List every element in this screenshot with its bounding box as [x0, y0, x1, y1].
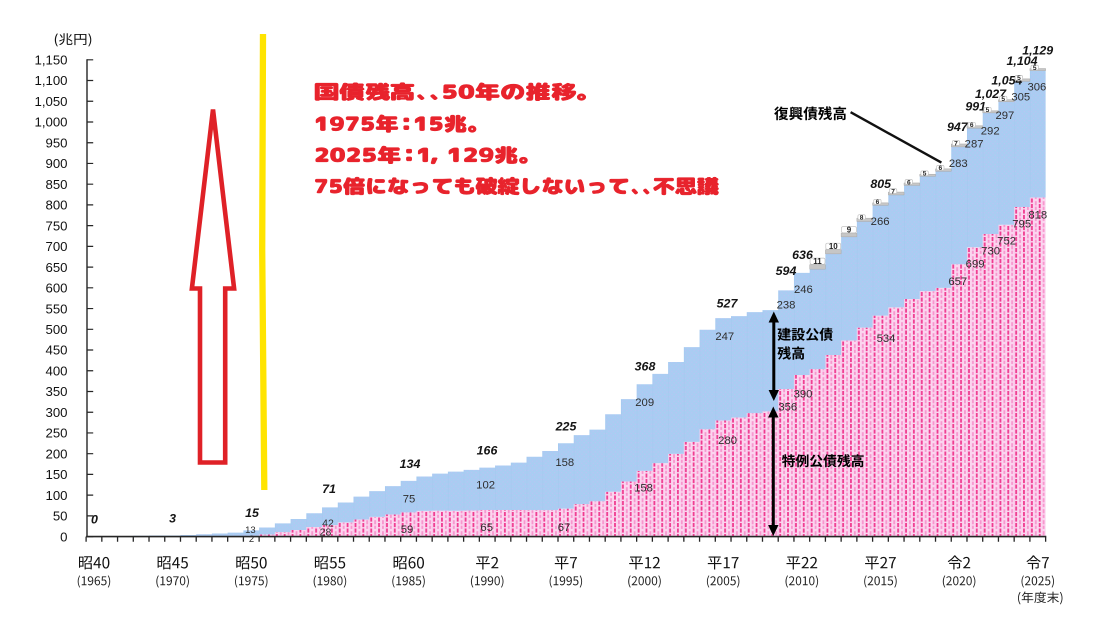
svg-text:3: 3: [169, 512, 176, 526]
svg-text:9: 9: [847, 226, 852, 235]
svg-text:42: 42: [322, 517, 334, 529]
svg-text:1,104: 1,104: [1006, 54, 1037, 68]
svg-text:534: 534: [877, 333, 896, 345]
svg-text:71: 71: [322, 482, 336, 496]
svg-text:1,027: 1,027: [975, 87, 1007, 101]
svg-text:368: 368: [635, 359, 656, 373]
svg-text:450: 450: [45, 343, 67, 358]
svg-text:356: 356: [778, 402, 797, 414]
svg-text:7: 7: [954, 140, 958, 147]
svg-text:28: 28: [320, 526, 332, 538]
svg-text:11: 11: [813, 257, 822, 266]
svg-text:13: 13: [245, 525, 256, 536]
svg-text:947: 947: [947, 120, 969, 134]
svg-text:5: 5: [1001, 96, 1005, 103]
svg-text:730: 730: [981, 246, 1000, 258]
svg-text:500: 500: [45, 322, 67, 337]
svg-text:805: 805: [870, 177, 892, 191]
svg-text:752: 752: [997, 235, 1016, 247]
svg-text:700: 700: [45, 239, 67, 254]
svg-text:6: 6: [938, 165, 942, 172]
svg-text:5: 5: [986, 107, 990, 114]
svg-text:1,050: 1,050: [34, 94, 67, 109]
svg-text:280: 280: [718, 435, 737, 447]
svg-text:850: 850: [45, 177, 67, 192]
svg-text:795: 795: [1012, 219, 1031, 231]
svg-text:65: 65: [480, 522, 493, 534]
svg-text:158: 158: [555, 457, 574, 469]
svg-text:297: 297: [995, 110, 1014, 122]
svg-text:305: 305: [1011, 91, 1030, 103]
svg-text:300: 300: [45, 405, 67, 420]
svg-text:527: 527: [717, 297, 739, 311]
svg-text:5: 5: [1017, 75, 1021, 82]
svg-text:750: 750: [45, 218, 67, 233]
svg-text:350: 350: [45, 384, 67, 399]
svg-text:15: 15: [245, 506, 260, 520]
svg-text:400: 400: [45, 364, 67, 379]
svg-text:75: 75: [403, 493, 416, 505]
svg-text:800: 800: [45, 198, 67, 213]
svg-text:247: 247: [715, 331, 734, 343]
svg-text:150: 150: [45, 467, 67, 482]
svg-text:67: 67: [558, 522, 571, 534]
svg-text:600: 600: [45, 281, 67, 296]
svg-text:200: 200: [45, 446, 67, 461]
svg-text:6: 6: [970, 122, 974, 129]
svg-text:158: 158: [634, 483, 653, 495]
svg-text:59: 59: [401, 524, 414, 536]
svg-text:100: 100: [45, 488, 67, 503]
svg-text:8: 8: [860, 215, 864, 222]
svg-text:991: 991: [965, 100, 986, 114]
svg-text:287: 287: [965, 139, 984, 151]
svg-text:306: 306: [1027, 81, 1046, 93]
svg-text:818: 818: [1028, 210, 1047, 222]
svg-text:102: 102: [476, 480, 495, 492]
svg-text:6: 6: [876, 199, 880, 206]
svg-text:7: 7: [891, 188, 895, 195]
svg-text:1,000: 1,000: [34, 115, 67, 130]
svg-text:5: 5: [1033, 65, 1037, 72]
svg-text:699: 699: [966, 258, 985, 270]
svg-text:1,100: 1,100: [34, 73, 67, 88]
svg-text:1,054: 1,054: [991, 74, 1022, 88]
svg-text:1,129: 1,129: [1022, 43, 1053, 57]
svg-text:166: 166: [477, 444, 498, 458]
svg-text:594: 594: [776, 264, 797, 278]
svg-text:50: 50: [53, 509, 68, 524]
svg-text:246: 246: [794, 284, 813, 296]
svg-text:390: 390: [794, 388, 813, 400]
svg-text:650: 650: [45, 260, 67, 275]
svg-text:1,150: 1,150: [34, 53, 67, 68]
svg-text:5: 5: [923, 171, 927, 178]
svg-text:238: 238: [777, 300, 796, 312]
svg-text:0: 0: [60, 529, 67, 544]
svg-text:292: 292: [981, 125, 1000, 137]
svg-text:209: 209: [635, 397, 654, 409]
svg-text:950: 950: [45, 135, 67, 150]
svg-text:134: 134: [400, 457, 421, 471]
svg-text:225: 225: [555, 420, 578, 434]
svg-text:6: 6: [907, 179, 911, 186]
svg-text:283: 283: [949, 158, 968, 170]
svg-text:900: 900: [45, 156, 67, 171]
svg-text:550: 550: [45, 301, 67, 316]
svg-text:0: 0: [91, 512, 98, 526]
svg-text:636: 636: [792, 248, 813, 262]
svg-text:2: 2: [249, 534, 254, 545]
svg-text:250: 250: [45, 426, 67, 441]
svg-text:657: 657: [948, 276, 967, 288]
svg-text:266: 266: [871, 216, 890, 228]
svg-text:10: 10: [829, 242, 838, 251]
